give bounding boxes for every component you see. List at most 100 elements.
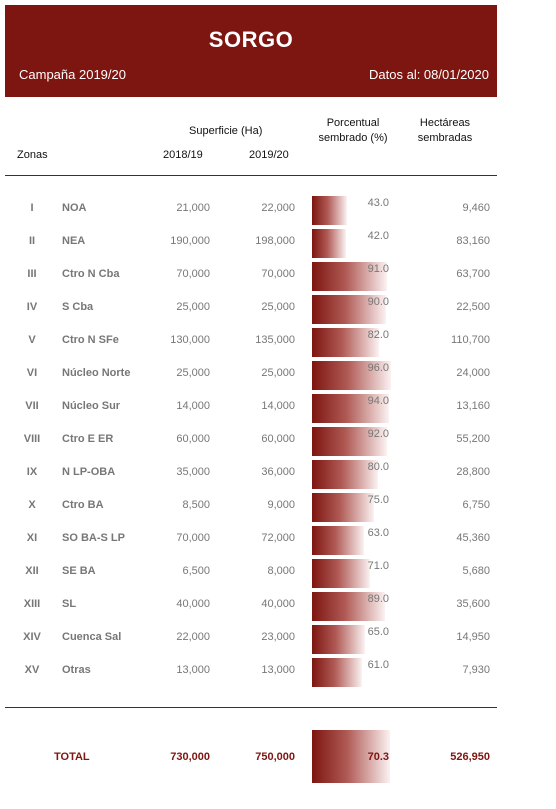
table-row: XIII SL 40,000 40,000 89.0 35,600: [0, 590, 556, 621]
hectareas-sembradas: 9,460: [462, 202, 490, 214]
percent-bar: [312, 427, 388, 456]
percent-bar: [312, 658, 363, 687]
superficie-2018: 22,000: [176, 631, 210, 643]
header-sembradas: sembradas: [417, 132, 473, 144]
superficie-2019: 40,000: [261, 598, 295, 610]
zone-number: VII: [25, 400, 39, 412]
percent-label: 94.0: [367, 395, 389, 407]
hectareas-sembradas: 14,950: [456, 631, 490, 643]
percent-label: 82.0: [367, 329, 389, 341]
percent-label: 71.0: [367, 560, 389, 572]
hectareas-sembradas: 6,750: [462, 499, 490, 511]
zone-number: XIV: [23, 631, 41, 643]
percent-label: 42.0: [367, 230, 389, 242]
hectareas-sembradas: 63,700: [456, 268, 490, 280]
percent-bar: [312, 625, 366, 654]
percent-bar: [312, 295, 386, 324]
total-label: TOTAL: [54, 751, 90, 763]
hectareas-sembradas: 55,200: [456, 433, 490, 445]
percent-label: 91.0: [367, 263, 389, 275]
total-superficie-2019: 750,000: [255, 751, 295, 763]
table-row: IX N LP-OBA 35,000 36,000 80.0 28,800: [0, 458, 556, 489]
percent-label: 65.0: [367, 626, 389, 638]
percent-bar: [312, 262, 387, 291]
table-row: XII SE BA 6,500 8,000 71.0 5,680: [0, 557, 556, 588]
percent-label: 63.0: [367, 527, 389, 539]
zone-name: Núcleo Sur: [62, 400, 121, 412]
zone-number: III: [27, 268, 37, 280]
percent-label: 92.0: [367, 428, 389, 440]
hectareas-sembradas: 110,700: [451, 334, 490, 346]
hectareas-sembradas: 5,680: [462, 565, 490, 577]
zone-number: V: [28, 334, 36, 346]
zone-number: XI: [26, 532, 38, 544]
zone-number: XII: [25, 565, 39, 577]
percent-label: 90.0: [367, 296, 389, 308]
superficie-2018: 70,000: [176, 532, 210, 544]
percent-label: 43.0: [367, 197, 389, 209]
superficie-2019: 14,000: [261, 400, 295, 412]
superficie-2019: 70,000: [261, 268, 295, 280]
superficie-2018: 190,000: [170, 235, 210, 247]
hectareas-sembradas: 28,800: [456, 466, 490, 478]
superficie-2018: 6,500: [182, 565, 210, 577]
zone-name: NEA: [62, 235, 86, 247]
zone-name: Núcleo Norte: [62, 367, 131, 379]
superficie-2018: 70,000: [176, 268, 210, 280]
header-porcentual: Porcentual: [326, 117, 380, 129]
table-row: I NOA 21,000 22,000 43.0 9,460: [0, 194, 556, 225]
total-percent-bar: [312, 730, 390, 783]
zone-name: Ctro BA: [62, 499, 104, 511]
superficie-2018: 21,000: [176, 202, 210, 214]
total-divider: [5, 707, 497, 708]
percent-label: 61.0: [367, 659, 389, 671]
hectareas-sembradas: 7,930: [462, 664, 490, 676]
total-percent-label: 70.3: [367, 751, 389, 763]
header-hectareas: Hectáreas: [419, 117, 471, 129]
superficie-2019: 135,000: [255, 334, 295, 346]
superficie-2019: 9,000: [267, 499, 295, 511]
superficie-2019: 36,000: [261, 466, 295, 478]
zone-name: Ctro N Cba: [62, 268, 120, 280]
header-superficie: Superficie (Ha): [189, 125, 263, 137]
zone-number: I: [30, 202, 34, 214]
superficie-2018: 25,000: [176, 301, 210, 313]
total-row: TOTAL 730,000 750,000 70.3 526,950: [0, 730, 556, 785]
table-row: IV S Cba 25,000 25,000 90.0 22,500: [0, 293, 556, 324]
superficie-2019: 8,000: [267, 565, 295, 577]
zone-name: SL: [62, 598, 77, 610]
header-divider: [5, 175, 497, 176]
header-year-2019: 2019/20: [249, 149, 289, 161]
zone-name: SO BA-S LP: [62, 532, 125, 544]
percent-bar: [312, 229, 347, 258]
superficie-2018: 13,000: [176, 664, 210, 676]
table-row: V Ctro N SFe 130,000 135,000 82.0 110,700: [0, 326, 556, 357]
superficie-2019: 25,000: [261, 301, 295, 313]
zone-name: S Cba: [62, 301, 94, 313]
percent-bar: [312, 526, 364, 555]
total-superficie-2018: 730,000: [170, 751, 210, 763]
table-row: XI SO BA-S LP 70,000 72,000 63.0 45,360: [0, 524, 556, 555]
page-title: SORGO: [208, 27, 294, 52]
header-zonas: Zonas: [17, 149, 48, 161]
hectareas-sembradas: 24,000: [456, 367, 490, 379]
zone-number: II: [28, 235, 36, 247]
zone-number: XIII: [23, 598, 41, 610]
zone-name: Ctro N SFe: [62, 334, 119, 346]
zone-name: Cuenca Sal: [62, 631, 122, 643]
percent-label: 75.0: [367, 494, 389, 506]
superficie-2018: 60,000: [176, 433, 210, 445]
table-row: II NEA 190,000 198,000 42.0 83,160: [0, 227, 556, 258]
hectareas-sembradas: 83,160: [456, 235, 490, 247]
superficie-2018: 130,000: [170, 334, 210, 346]
date-label: Datos al: 08/01/2020: [369, 67, 489, 82]
percent-bar: [312, 361, 391, 390]
total-hectareas: 526,950: [450, 751, 490, 763]
percent-bar: [312, 196, 348, 225]
percent-label: 80.0: [367, 461, 389, 473]
zone-number: IV: [26, 301, 38, 313]
superficie-2019: 72,000: [261, 532, 295, 544]
percent-bar: [312, 460, 378, 489]
header-sembrado: sembrado (%): [318, 132, 388, 144]
percent-bar: [312, 559, 371, 588]
